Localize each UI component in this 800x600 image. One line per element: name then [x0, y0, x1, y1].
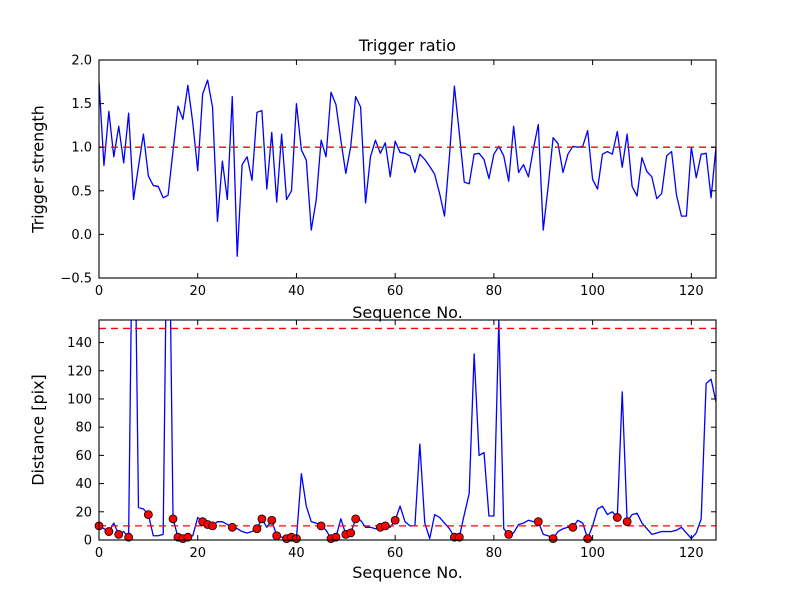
x-tick-label: 0: [95, 284, 103, 299]
marker-dot: [143, 510, 153, 520]
x-tick-label: 100: [580, 284, 605, 299]
marker-dot: [568, 522, 578, 532]
y-tick-label: −0.5: [60, 272, 92, 287]
y-tick-label: 20: [75, 505, 92, 520]
marker-dot: [114, 529, 124, 539]
x-tick-label: 40: [288, 284, 305, 299]
y-tick-label: 120: [67, 364, 92, 379]
y-tick-label: 60: [75, 449, 92, 464]
x-tick-label: 20: [189, 546, 206, 561]
y-tick-label: 80: [75, 421, 92, 436]
axes-frame: [98, 59, 717, 279]
marker-dot: [252, 524, 262, 534]
bottom-plot-xlabel: Sequence No.: [352, 563, 463, 582]
marker-dot: [454, 532, 464, 542]
top-plot-xlabel: Sequence No.: [352, 303, 463, 322]
marker-dot: [612, 513, 622, 522]
marker-dot: [380, 521, 390, 531]
marker-dot: [257, 514, 267, 524]
x-tick-label: 120: [679, 546, 704, 561]
marker-dot: [208, 521, 217, 531]
triggered-points: [94, 510, 632, 543]
y-tick-label: 40: [75, 477, 92, 492]
distance-pix-line: [99, 320, 716, 540]
trigger-strength-line: [99, 79, 716, 257]
x-tick-label: 100: [580, 546, 605, 561]
marker-dot: [533, 517, 543, 527]
y-tick-label: 140: [67, 336, 92, 351]
marker-dot: [548, 534, 558, 543]
marker-dot: [104, 527, 114, 536]
marker-dot: [583, 534, 593, 543]
bottom-plot-ylabel: Distance [pix]: [28, 374, 48, 486]
x-tick-label: 80: [486, 284, 503, 299]
marker-dot: [183, 532, 193, 542]
y-tick-label: 0: [84, 534, 92, 549]
marker-dot: [272, 531, 282, 541]
axes-frame: [98, 319, 717, 541]
marker-dot: [227, 522, 237, 532]
x-tick-label: 60: [387, 546, 404, 561]
y-tick-label: 0.5: [71, 184, 92, 199]
chart-title: Trigger ratio: [358, 36, 457, 55]
marker-dot: [316, 521, 326, 531]
marker-dot: [346, 528, 356, 538]
marker-dot: [622, 517, 632, 527]
marker-dot: [124, 532, 134, 542]
marker-dot: [351, 514, 361, 524]
marker-dot: [504, 529, 514, 539]
x-tick-label: 20: [189, 284, 206, 299]
marker-dot: [168, 514, 178, 524]
top-plot-ylabel: Trigger strength: [28, 105, 48, 233]
x-tick-label: 0: [95, 546, 103, 561]
x-tick-label: 80: [486, 546, 503, 561]
y-tick-label: 2.0: [71, 54, 92, 69]
x-tick-label: 60: [387, 284, 404, 299]
distance-plot-area: [99, 320, 716, 540]
marker-dot: [390, 515, 400, 525]
marker-dot: [331, 532, 341, 542]
y-tick-label: 1.0: [71, 141, 92, 156]
x-tick-label: 40: [288, 546, 305, 561]
y-tick-label: 0.0: [71, 228, 92, 243]
trigger-ratio-plot-area: [99, 79, 716, 257]
y-tick-label: 100: [67, 392, 92, 407]
y-tick-label: 1.5: [71, 97, 92, 112]
x-tick-label: 120: [679, 284, 704, 299]
marker-dot: [267, 515, 277, 525]
